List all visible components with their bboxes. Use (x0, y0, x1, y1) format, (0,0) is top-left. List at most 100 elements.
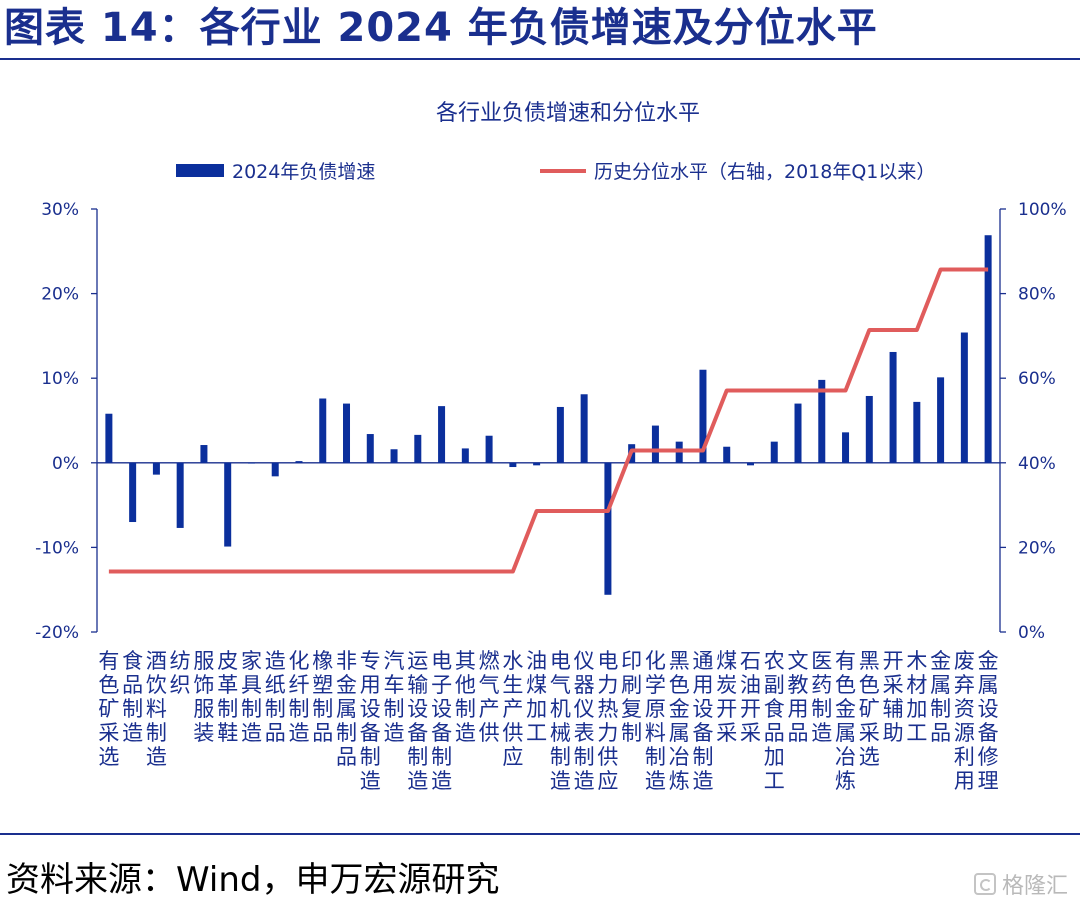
category-label-金属制品: 金属制品 (930, 649, 951, 745)
left-tick-label: 10% (41, 369, 79, 389)
right-tick-label: 60% (1018, 369, 1056, 389)
bar-服饰服装 (200, 445, 208, 463)
category-label-服饰服装: 服饰服装 (193, 649, 214, 745)
bar-造纸制品 (271, 462, 279, 477)
bar-医药制造 (818, 379, 826, 463)
bar-食品制造 (129, 462, 137, 523)
watermark: 格隆汇 (973, 868, 1068, 900)
category-label-燃气产供: 燃气产供 (479, 649, 500, 745)
left-tick-label: -20% (35, 623, 79, 643)
legend-bar-swatch (176, 164, 224, 177)
category-label-汽车制造: 汽车制造 (384, 649, 405, 745)
bar-木材加工 (913, 401, 921, 463)
category-label-电子设备制造: 电子设备制造 (431, 649, 452, 793)
category-label-木材加工: 木材加工 (906, 649, 927, 745)
bar-水生产供应 (509, 462, 517, 468)
page-title: 图表 14：各行业 2024 年负债增速及分位水平 (4, 5, 878, 51)
category-label-皮革制鞋: 皮革制鞋 (217, 649, 238, 745)
watermark-text: 格隆汇 (1001, 874, 1068, 899)
axes: 30% 20% 10% 0% -10% -20% 100% 80% 60% 40% 20% 0% (35, 200, 1067, 643)
bar-series (105, 235, 992, 595)
category-label-橡塑制品: 橡塑制品 (312, 649, 333, 745)
category-label-废弃资源利用: 废弃资源利用 (954, 649, 975, 793)
bar-有色金属冶炼 (842, 432, 850, 463)
bar-电力热力供应 (604, 462, 612, 595)
category-label-电气机械制造: 电气机械制造 (550, 649, 571, 793)
category-label-运输设备制造: 运输设备制造 (407, 649, 428, 793)
bar-汽车制造 (390, 449, 398, 463)
title-divider (0, 58, 1080, 60)
category-label-有色金属冶炼: 有色金属冶炼 (835, 649, 856, 793)
chart: 各行业负债增速和分位水平 2024年负债增速 历史分位水平（右轴，2018年Q1… (35, 101, 1067, 793)
bar-化纤制造 (295, 461, 303, 463)
bar-金属制品 (937, 377, 945, 463)
category-label-专用设备制造: 专用设备制造 (360, 649, 381, 793)
bar-通用设备制造 (699, 369, 707, 463)
right-tick-label: 40% (1018, 454, 1056, 474)
category-labels: 有色矿采选食品制造酒饮料制造纺织服饰服装皮革制鞋家具制造造纸制品化纤制造橡塑制品… (98, 649, 998, 793)
bar-金属设备修理 (984, 235, 992, 463)
legend: 2024年负债增速 历史分位水平（右轴，2018年Q1以来） (176, 161, 935, 183)
bar-专用设备制造 (366, 434, 374, 463)
category-label-水生产供应: 水生产供应 (502, 649, 523, 769)
bar-燃气产供 (485, 435, 493, 463)
legend-label-line: 历史分位水平（右轴，2018年Q1以来） (594, 161, 935, 183)
category-label-家具制造: 家具制造 (241, 649, 262, 745)
bar-运输设备制造 (414, 434, 422, 463)
category-label-电力热力供应: 电力热力供应 (597, 649, 618, 793)
category-label-煤炭开采: 煤炭开采 (716, 649, 737, 745)
bar-开采辅助 (889, 351, 897, 463)
bar-黑色矿采选 (865, 395, 873, 463)
category-label-文教用品: 文教用品 (788, 649, 809, 745)
category-label-油煤加工: 油煤加工 (526, 649, 547, 745)
bar-石油开采 (746, 462, 754, 466)
bar-化学原料制造 (651, 425, 659, 463)
bar-废弃资源利用 (960, 332, 968, 463)
category-label-其他制造: 其他制造 (455, 649, 476, 745)
category-label-纺织: 纺织 (170, 649, 191, 697)
category-label-金属设备修理: 金属设备修理 (978, 649, 999, 793)
bar-油煤加工 (533, 462, 541, 466)
line-series (108, 267, 989, 574)
bar-煤炭开采 (723, 446, 731, 463)
left-tick-label: 0% (52, 454, 79, 474)
category-label-印刷复制: 印刷复制 (621, 649, 642, 745)
bar-纺织 (176, 462, 184, 528)
bar-电气机械制造 (556, 406, 564, 463)
legend-label-bar: 2024年负债增速 (232, 161, 375, 183)
bar-电子设备制造 (438, 406, 446, 463)
category-label-石油开采: 石油开采 (740, 649, 761, 745)
category-label-化纤制造: 化纤制造 (288, 649, 309, 745)
category-label-黑色矿采选: 黑色矿采选 (859, 649, 880, 769)
source-note: 资料来源：Wind，申万宏源研究 (6, 860, 500, 900)
category-label-酒饮料制造: 酒饮料制造 (146, 649, 167, 769)
left-tick-label: 20% (41, 285, 79, 305)
bar-酒饮料制造 (152, 462, 160, 475)
bar-皮革制鞋 (224, 462, 232, 547)
bar-非金属制品 (343, 403, 351, 463)
right-tick-label: 100% (1018, 200, 1067, 220)
category-label-黑色金属冶炼: 黑色金属冶炼 (669, 649, 690, 793)
right-tick-label: 80% (1018, 285, 1056, 305)
bar-文教用品 (794, 403, 802, 463)
category-label-食品制造: 食品制造 (122, 649, 143, 745)
bar-其他制造 (461, 448, 469, 463)
category-label-开采辅助: 开采辅助 (883, 649, 904, 745)
category-label-化学原料制造: 化学原料制造 (645, 649, 666, 793)
right-tick-label: 20% (1018, 538, 1056, 558)
bar-橡塑制品 (319, 398, 327, 463)
percentile-line (108, 267, 989, 574)
bar-家具制造 (247, 462, 255, 464)
category-label-仪器仪表制造: 仪器仪表制造 (574, 649, 595, 793)
watermark-logo-icon (973, 873, 996, 895)
left-tick-label: 30% (41, 200, 79, 220)
category-label-造纸制品: 造纸制品 (265, 649, 286, 745)
bar-仪器仪表制造 (580, 394, 588, 463)
chart-title: 各行业负债增速和分位水平 (436, 101, 700, 126)
category-label-医药制造: 医药制造 (811, 649, 832, 745)
footer-divider (0, 833, 1080, 835)
category-label-通用设备制造: 通用设备制造 (692, 649, 713, 793)
category-label-有色矿采选: 有色矿采选 (98, 649, 119, 769)
category-label-农副食品加工: 农副食品加工 (764, 649, 785, 793)
right-tick-label: 0% (1018, 623, 1045, 643)
